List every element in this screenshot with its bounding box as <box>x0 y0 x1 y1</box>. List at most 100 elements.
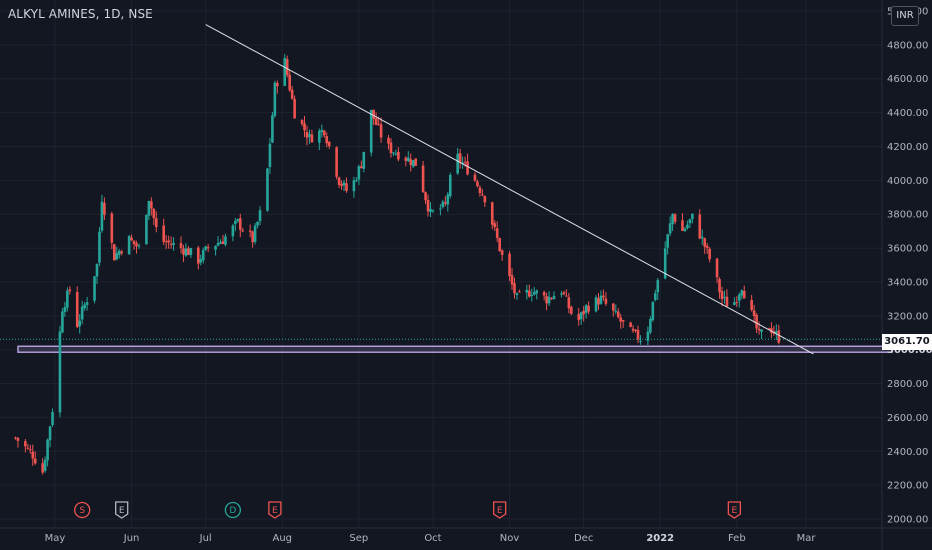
x-tick-label: Mar <box>797 533 817 544</box>
candle-body <box>629 322 632 328</box>
candle <box>735 296 739 308</box>
candle <box>550 297 553 300</box>
event-marker-dividend[interactable]: D <box>224 501 242 519</box>
candle-body <box>542 292 546 296</box>
candle <box>103 197 106 221</box>
candle-body <box>755 314 758 329</box>
candle <box>718 277 721 299</box>
candle <box>273 80 277 118</box>
candle <box>340 180 343 190</box>
candle-body <box>639 340 642 342</box>
candle <box>256 221 259 229</box>
candle-body <box>612 303 615 311</box>
candle-body <box>582 310 585 315</box>
candle <box>24 438 27 453</box>
candle-body <box>253 225 257 242</box>
candle-body <box>473 174 477 181</box>
candle <box>409 153 413 172</box>
candle <box>542 290 546 301</box>
candle-body <box>352 180 356 192</box>
candle <box>204 245 207 252</box>
candle <box>686 220 689 230</box>
candle <box>392 151 395 157</box>
candle <box>293 95 296 119</box>
candle-body <box>248 230 252 232</box>
candle <box>303 115 306 137</box>
candle-body <box>392 152 395 154</box>
candle <box>362 151 366 173</box>
event-marker-earnings[interactable]: E <box>115 501 129 519</box>
candle-body <box>562 292 566 295</box>
candle <box>565 289 568 297</box>
candle-body <box>283 58 287 86</box>
candle-body <box>599 295 603 304</box>
descending-trendline[interactable] <box>205 24 814 355</box>
candle-body <box>649 318 652 333</box>
candle <box>404 156 408 167</box>
candle-body <box>389 142 393 154</box>
support-zone-rect[interactable] <box>17 345 893 353</box>
candle <box>681 212 684 232</box>
candle-body <box>532 292 536 295</box>
last-price-label: 3061.70 <box>882 334 932 350</box>
candle <box>387 134 390 150</box>
candle-body <box>683 228 687 231</box>
candle-body <box>387 137 390 144</box>
candle <box>619 313 623 329</box>
x-axis[interactable]: May Jun Jul Aug Sep Oct Nov Dec 2022 Feb Mar <box>45 533 817 544</box>
candle-body <box>673 214 677 222</box>
candle <box>426 194 430 217</box>
event-marker-earnings[interactable]: E <box>727 501 742 519</box>
event-marker-earnings[interactable]: E <box>493 501 507 519</box>
candle <box>634 329 637 333</box>
candle <box>206 244 210 253</box>
candle-body <box>154 218 158 228</box>
candle <box>767 327 771 330</box>
event-letter: S <box>79 506 85 516</box>
candle <box>219 239 222 245</box>
candle <box>167 235 170 249</box>
candle <box>374 112 378 126</box>
candle-body <box>120 251 124 254</box>
candle <box>85 297 89 311</box>
candle <box>290 85 294 100</box>
currency-button[interactable]: INR <box>891 6 919 26</box>
candle-body <box>577 314 581 320</box>
support-zone[interactable] <box>17 345 893 353</box>
trendline[interactable] <box>205 24 814 355</box>
candle-body <box>337 177 341 185</box>
candle-body <box>342 182 346 186</box>
dividend-icon <box>224 501 242 519</box>
y-tick-label: 3800.00 <box>887 210 928 221</box>
y-tick-label: 4800.00 <box>887 40 928 51</box>
candle <box>162 218 165 245</box>
candle-body <box>733 302 736 305</box>
candle <box>737 292 741 308</box>
candle <box>602 289 605 301</box>
candle-body <box>775 331 778 333</box>
candle <box>300 119 304 127</box>
candle <box>612 302 615 317</box>
candle-body <box>340 183 343 186</box>
candle-body <box>152 208 156 219</box>
candle-body <box>204 246 207 250</box>
candle-body <box>63 307 67 312</box>
candle <box>478 185 482 197</box>
event-marker-split[interactable]: S <box>74 501 91 519</box>
x-tick-label: May <box>45 533 66 544</box>
event-marker-earnings[interactable]: E <box>268 501 282 519</box>
candle <box>597 293 600 310</box>
candle <box>268 137 272 175</box>
candle-body <box>515 293 519 295</box>
y-tick-label: 2000.00 <box>887 515 928 526</box>
y-axis[interactable]: 2000.00 2200.00 2400.00 2600.00 2800.00 3000.… <box>887 7 932 526</box>
candle <box>725 289 729 307</box>
candle-body <box>668 223 672 234</box>
candle <box>705 242 709 254</box>
candle-body <box>513 283 516 294</box>
candle-body <box>742 290 746 299</box>
candle <box>439 204 442 216</box>
